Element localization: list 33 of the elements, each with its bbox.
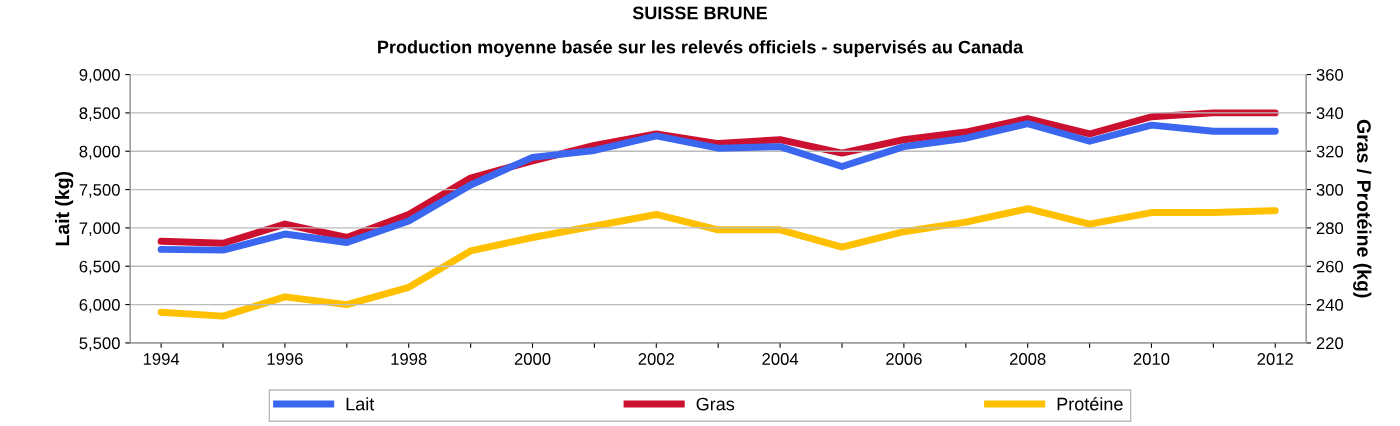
y2-tick-label: 300 xyxy=(1316,183,1344,196)
y2-tick-label: 220 xyxy=(1316,337,1344,350)
y-tick-label: 8,000 xyxy=(79,145,120,160)
y2-tick-label: 360 xyxy=(1316,68,1344,81)
y-tick-label: 6,000 xyxy=(79,298,120,313)
x-tick-label: 2010 xyxy=(1133,353,1170,365)
x-tick-label: 2000 xyxy=(514,353,551,365)
chart-subtitle: Production moyenne basée sur les relevés officiels - supervisés au Canada xyxy=(378,40,1024,57)
y-tick-label: 9,000 xyxy=(79,68,120,83)
y2-tick-label: 320 xyxy=(1316,145,1344,158)
y-tick-label: 6,500 xyxy=(79,260,120,275)
x-tick-label: 1996 xyxy=(267,353,303,365)
y2-tick-label: 280 xyxy=(1316,222,1344,235)
legend-label: Protéine xyxy=(1057,396,1123,411)
legend-label: Lait xyxy=(346,397,375,411)
chart-title: SUISSE BRUNE xyxy=(632,6,768,20)
y2-axis-title: Gras / Protéine (kg) xyxy=(1353,119,1372,298)
legend-label: Gras xyxy=(696,397,735,411)
x-tick-label: 2006 xyxy=(886,353,922,365)
y-tick-label: 7,000 xyxy=(79,222,120,237)
y-tick-label: 7,500 xyxy=(79,183,120,198)
y-tick-label: 8,500 xyxy=(79,107,120,122)
y-axis-title: Lait (kg) xyxy=(55,171,74,246)
y-tick-label: 5,500 xyxy=(79,337,120,352)
y2-tick-label: 260 xyxy=(1316,260,1344,273)
x-tick-label: 2004 xyxy=(762,353,799,365)
x-tick-label: 2002 xyxy=(638,353,675,365)
y2-tick-label: 240 xyxy=(1316,298,1344,311)
x-tick-label: 2012 xyxy=(1257,353,1293,365)
x-tick-label: 1994 xyxy=(143,353,180,365)
x-tick-label: 1998 xyxy=(391,353,427,365)
y2-tick-label: 340 xyxy=(1316,107,1344,120)
x-tick-label: 2008 xyxy=(1009,353,1046,365)
